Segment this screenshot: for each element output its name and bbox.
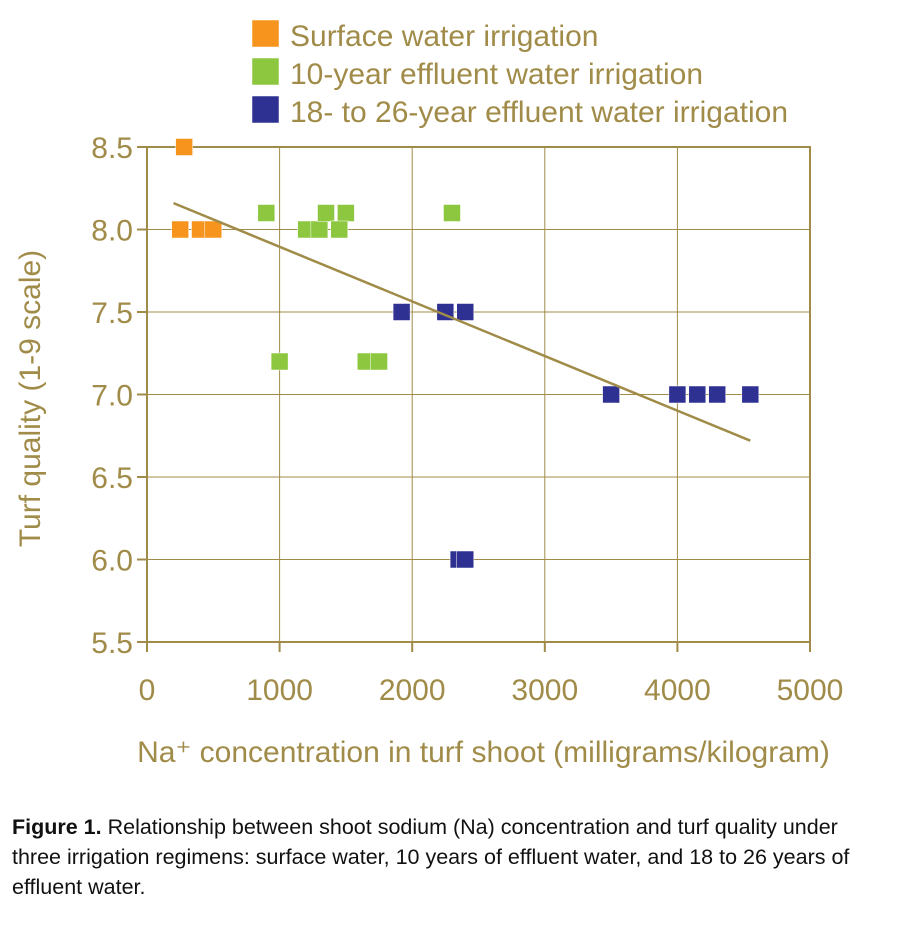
x-tick-label: 3000: [511, 674, 578, 707]
data-points: [171, 138, 760, 569]
scatter-chart: Surface water irrigation 10-year effluent…: [14, 19, 844, 769]
data-point: [370, 352, 388, 371]
data-point: [257, 204, 276, 222]
data-point: [456, 550, 474, 569]
y-tick-label: 7.0: [91, 380, 133, 413]
trend-line: [173, 201, 751, 442]
x-tick-label: 2000: [379, 674, 446, 707]
y-tick-label: 7.5: [91, 297, 133, 330]
x-tick-label: 1000: [246, 674, 313, 707]
legend-swatch: [251, 19, 280, 48]
x-axis-title: Na⁺ concentration in turf shoot (milligr…: [137, 736, 830, 769]
y-axis-title: Turf quality (1-9 scale): [14, 250, 47, 547]
data-point: [175, 138, 193, 156]
data-point: [204, 220, 223, 239]
data-point: [668, 385, 687, 404]
data-point: [270, 352, 289, 371]
data-point: [337, 204, 355, 222]
legend-label: Surface water irrigation: [290, 20, 598, 53]
x-tick-label: 0: [139, 674, 156, 707]
data-point: [602, 385, 620, 404]
data-point: [708, 385, 726, 404]
data-point: [456, 303, 474, 321]
figure-caption: Figure 1. Relationship between shoot sod…: [12, 812, 872, 902]
y-axis: 5.5 6.0 6.5 7.0 7.5 8.0 8.5: [91, 132, 147, 660]
data-point: [330, 220, 349, 239]
legend: Surface water irrigation 10-year effluent…: [251, 19, 788, 129]
y-tick-label: 5.5: [91, 627, 133, 660]
legend-label: 18- to 26-year effluent water irrigation: [290, 96, 788, 129]
caption-text: Relationship between shoot sodium (Na) c…: [12, 815, 850, 899]
x-tick-label: 4000: [644, 674, 711, 707]
x-tick-label: 5000: [777, 674, 844, 707]
data-point: [741, 385, 760, 404]
legend-swatch: [251, 95, 280, 124]
data-point: [317, 204, 335, 222]
y-tick-label: 8.5: [91, 132, 133, 165]
y-tick-label: 8.0: [91, 215, 133, 248]
legend-label: 10-year effluent water irrigation: [290, 58, 703, 91]
data-point: [171, 220, 189, 239]
legend-swatch: [251, 57, 280, 86]
caption-label: Figure 1.: [12, 815, 102, 839]
data-point: [310, 220, 329, 239]
data-point: [688, 385, 707, 404]
y-tick-label: 6.0: [91, 545, 133, 578]
data-point: [392, 303, 411, 321]
y-tick-label: 6.5: [91, 462, 133, 495]
data-point: [443, 204, 461, 222]
x-axis: 0 1000 2000 3000 4000 5000: [139, 642, 844, 707]
